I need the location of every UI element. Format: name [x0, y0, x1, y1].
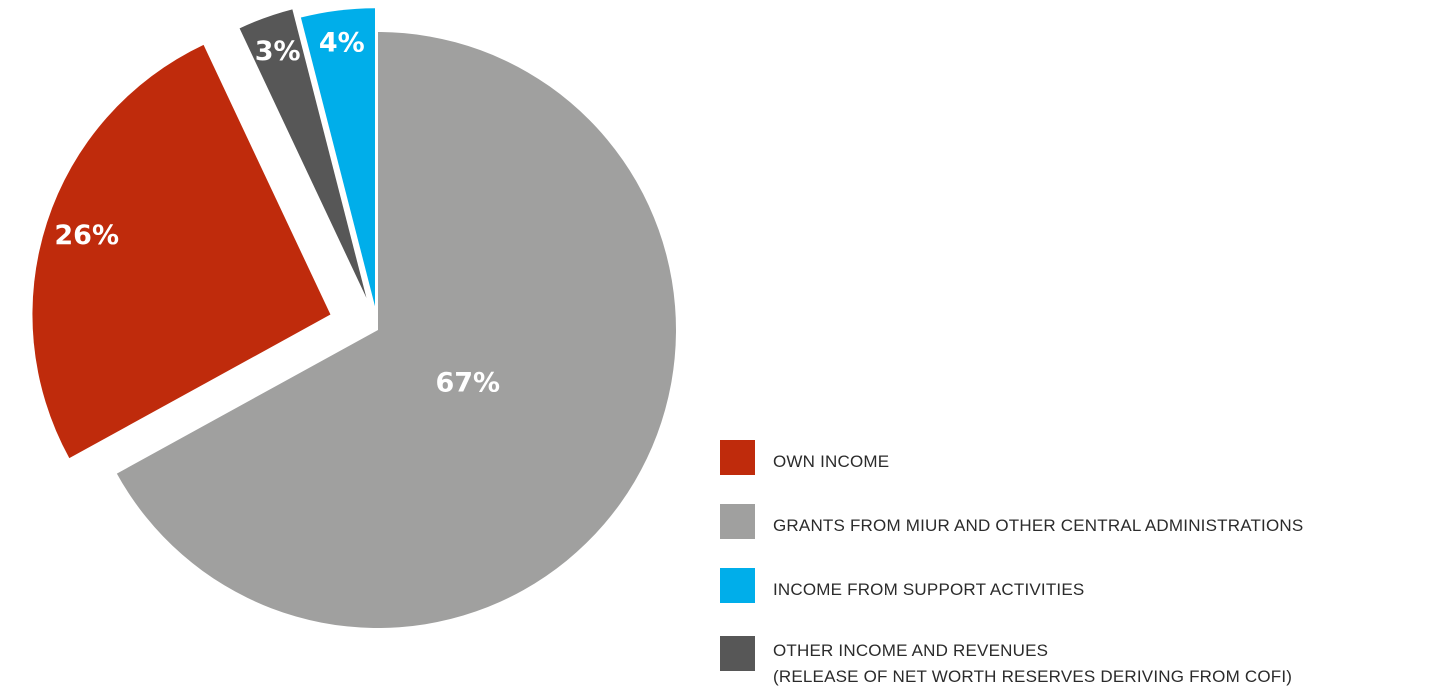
- legend-swatch-support-activities: [720, 568, 755, 603]
- slice-label-support-activities: 4%: [319, 28, 365, 59]
- legend-label-grants: GRANTS FROM MIUR AND OTHER CENTRAL ADMIN…: [773, 516, 1304, 535]
- legend-label-other-income: OTHER INCOME AND REVENUES (RELEASE OF NE…: [773, 638, 1292, 690]
- slice-label-other-income: 3%: [255, 36, 301, 67]
- legend-label-other-income-line1: OTHER INCOME AND REVENUES: [773, 641, 1049, 660]
- legend-swatch-other-income: [720, 636, 755, 671]
- pie-slices: [32, 8, 677, 629]
- slice-support-activities: [300, 8, 375, 307]
- pie-value-labels: 67% 26% 3% 4%: [54, 28, 500, 399]
- slice-other-income: [239, 9, 367, 299]
- legend-swatch-own-income: [720, 440, 755, 475]
- legend-label-own-income: OWN INCOME: [773, 452, 890, 471]
- slice-label-grants: 67%: [435, 368, 500, 399]
- legend-label-support-activities: INCOME FROM SUPPORT ACTIVITIES: [773, 580, 1085, 599]
- legend-label-other-income-line2: (RELEASE OF NET WORTH RESERVES DERIVING …: [773, 667, 1293, 686]
- slice-own-income: [32, 44, 331, 459]
- slice-label-own-income: 26%: [54, 220, 119, 251]
- legend-swatch-grants: [720, 504, 755, 539]
- slice-grants: [116, 32, 677, 629]
- pie-chart: 67% 26% 3% 4%: [32, 8, 677, 629]
